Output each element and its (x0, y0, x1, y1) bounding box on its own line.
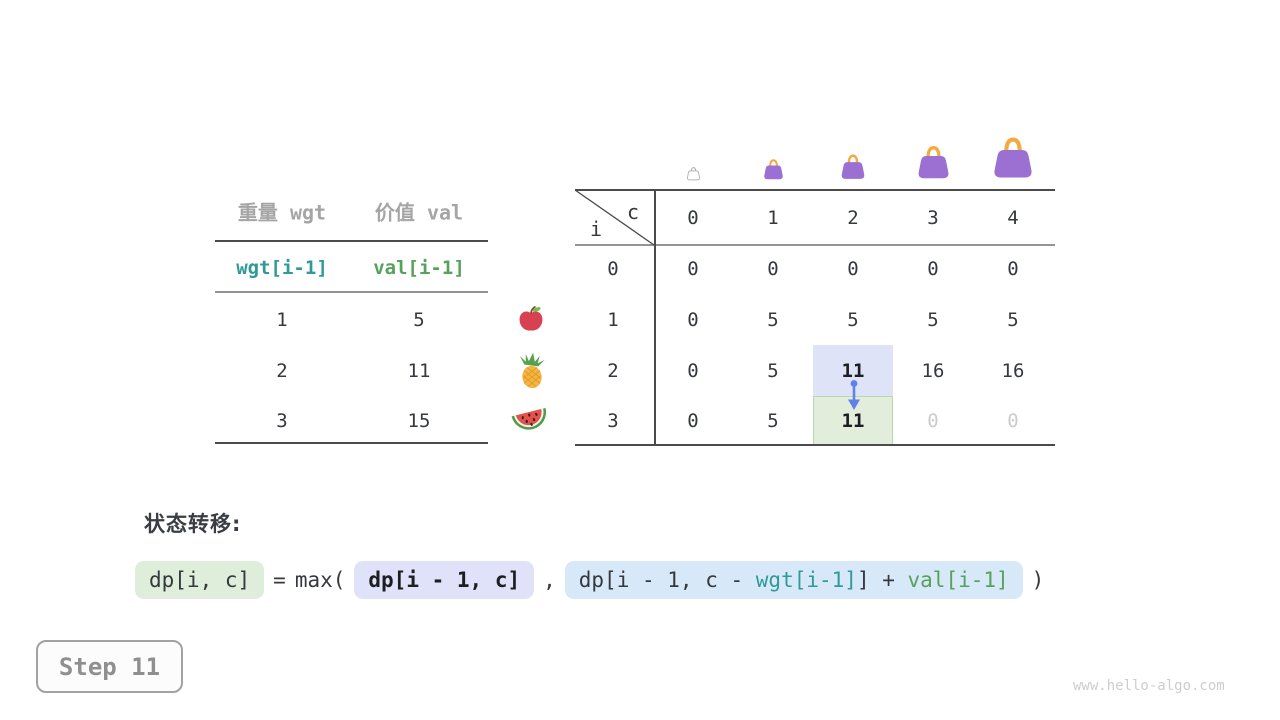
dp-cell-1-4: 5 (1007, 309, 1019, 331)
dp-table-vertical-divider (654, 189, 656, 446)
col-header-0: 0 (687, 207, 699, 229)
item-2-value: 11 (407, 360, 431, 382)
formula-lhs-box: dp[i, c] (135, 561, 265, 599)
items-table-header-divider (215, 240, 488, 242)
row-header-1: 1 (607, 309, 619, 331)
bag-capacity-3-icon (915, 144, 952, 181)
dp-table-bottom-border (575, 444, 1055, 446)
formula-arg2-box: dp[i - 1, c - wgt[i-1]] + val[i-1] (564, 561, 1023, 599)
formula-arg2-wgt: wgt[i-1] (755, 568, 857, 592)
item-3-weight: 3 (276, 410, 288, 432)
step-badge: Step 11 (36, 640, 183, 693)
dp-cell-3-3: 0 (927, 410, 939, 432)
dp-cell-2-0: 0 (687, 360, 699, 382)
item-2-weight: 2 (276, 360, 288, 382)
dp-cell-1-2: 5 (847, 309, 859, 331)
dp-cell-0-0: 0 (687, 258, 699, 280)
bag-capacity-1-icon (762, 158, 785, 181)
formula-arg1-box: dp[i - 1, c] (354, 561, 535, 599)
dp-cell-2-4: 16 (1001, 360, 1025, 382)
row-header-2: 2 (607, 360, 619, 382)
transition-section-label: 状态转移: (144, 512, 242, 536)
formula-arg2-prefix: dp[i - 1, c - (578, 568, 756, 592)
bag-capacity-2-icon (839, 153, 867, 181)
dp-cell-3-1: 5 (767, 410, 779, 432)
dp-cell-3-2: 11 (841, 410, 865, 432)
weight-column-header: 重量 wgt (237, 200, 327, 225)
watermelon-icon (511, 406, 549, 434)
dp-cell-0-3: 0 (927, 258, 939, 280)
formula-max-open: max( (294, 568, 346, 592)
dp-cell-1-3: 5 (927, 309, 939, 331)
row-header-3: 3 (607, 410, 619, 432)
dp-cell-0-4: 0 (1007, 258, 1019, 280)
dp-cell-0-1: 0 (767, 258, 779, 280)
item-1-value: 5 (413, 309, 425, 331)
row-header-0: 0 (607, 258, 619, 280)
dp-cell-1-0: 0 (687, 309, 699, 331)
formula-equals: = (273, 568, 286, 592)
col-header-1: 1 (767, 207, 779, 229)
formula-comma: , (543, 568, 556, 592)
item-3-value: 15 (407, 410, 431, 432)
bag-capacity-0-icon (686, 166, 701, 181)
watermark: www.hello-algo.com (1073, 678, 1225, 694)
formula-arg2-val: val[i-1] (907, 568, 1009, 592)
col-header-3: 3 (927, 207, 939, 229)
value-subheader: val[i-1] (373, 257, 465, 279)
transition-arrow-icon (848, 380, 860, 410)
dp-table-top-border (575, 189, 1055, 191)
value-column-header: 价值 val (374, 200, 464, 225)
dp-cell-2-3: 16 (921, 360, 945, 382)
dp-cell-1-1: 5 (767, 309, 779, 331)
apple-icon (516, 303, 547, 334)
formula-close-paren: ) (1031, 568, 1045, 592)
dp-cell-3-0: 0 (687, 410, 699, 432)
corner-col-label: c (626, 200, 640, 224)
col-header-2: 2 (847, 207, 859, 229)
pineapple-icon (517, 352, 547, 390)
transition-formula: dp[i, c] = max( dp[i - 1, c] , dp[i - 1,… (135, 558, 1044, 602)
dp-cell-2-1: 5 (767, 360, 779, 382)
item-1-weight: 1 (276, 309, 288, 331)
dp-table-header-divider (575, 244, 1055, 246)
dp-cell-2-2: 11 (841, 360, 865, 382)
formula-arg2-mid: ] + (856, 568, 908, 592)
bag-capacity-4-icon (990, 135, 1036, 181)
dp-table-corner-diagonal (575, 190, 655, 246)
col-header-4: 4 (1007, 207, 1019, 229)
items-table-subheader-divider (215, 291, 488, 293)
items-table-bottom-divider (215, 442, 488, 444)
dp-cell-0-2: 0 (847, 258, 859, 280)
dp-cell-3-4: 0 (1007, 410, 1019, 432)
weight-subheader: wgt[i-1] (236, 257, 328, 279)
corner-row-label: i (589, 217, 603, 241)
